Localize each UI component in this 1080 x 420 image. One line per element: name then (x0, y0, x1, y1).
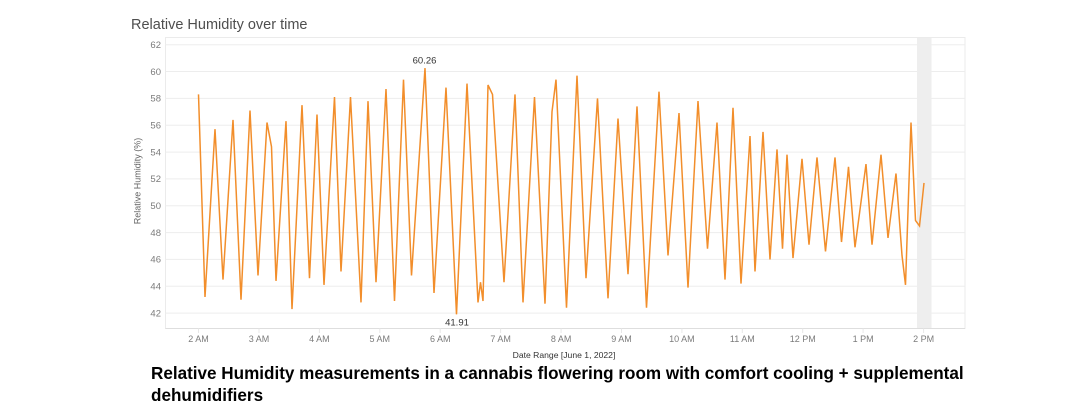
svg-text:50: 50 (150, 201, 161, 212)
svg-text:8 AM: 8 AM (551, 334, 572, 344)
svg-text:4 AM: 4 AM (309, 334, 330, 344)
svg-text:5 AM: 5 AM (370, 334, 391, 344)
svg-text:12 PM: 12 PM (790, 334, 816, 344)
svg-text:42: 42 (150, 308, 161, 319)
svg-text:Relative Humidity over time: Relative Humidity over time (131, 17, 307, 33)
svg-text:60.26: 60.26 (413, 56, 437, 67)
svg-text:1 PM: 1 PM (853, 334, 874, 344)
svg-text:2 PM: 2 PM (913, 334, 934, 344)
svg-text:41.91: 41.91 (445, 318, 469, 329)
svg-text:52: 52 (150, 174, 161, 185)
svg-text:48: 48 (150, 228, 161, 239)
svg-text:46: 46 (150, 255, 161, 266)
svg-text:56: 56 (150, 121, 161, 132)
svg-text:11 AM: 11 AM (730, 334, 755, 344)
svg-text:10 AM: 10 AM (669, 334, 695, 344)
svg-text:9 AM: 9 AM (611, 334, 632, 344)
svg-text:62: 62 (150, 40, 161, 51)
svg-text:6 AM: 6 AM (430, 334, 451, 344)
svg-text:44: 44 (150, 282, 161, 293)
svg-text:2 AM: 2 AM (188, 334, 209, 344)
svg-text:7 AM: 7 AM (490, 334, 511, 344)
svg-text:Relative Humidity (%): Relative Humidity (%) (133, 138, 143, 225)
svg-text:60: 60 (150, 67, 161, 78)
svg-text:54: 54 (150, 147, 161, 158)
svg-text:Date Range [June 1, 2022]: Date Range [June 1, 2022] (513, 350, 616, 360)
svg-text:58: 58 (150, 94, 161, 105)
svg-text:3 AM: 3 AM (249, 334, 270, 344)
